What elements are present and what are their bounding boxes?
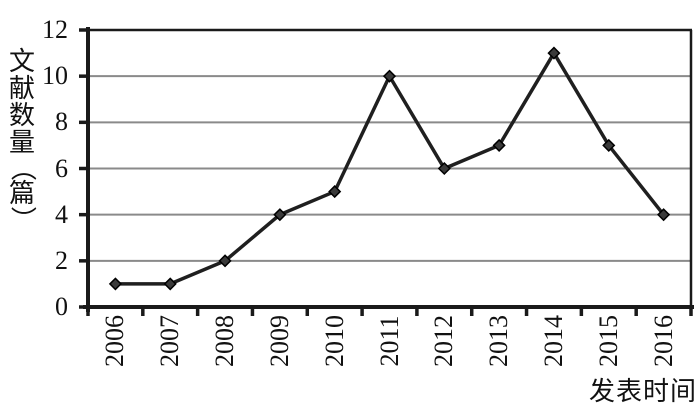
y-tick-label: 0: [55, 292, 68, 321]
data-point-marker-2016: [657, 208, 671, 222]
y-tick-label: 10: [42, 61, 68, 91]
x-axis-title: 发表时间: [588, 377, 697, 406]
data-point-marker-2011: [382, 69, 397, 83]
y-tick-label: 2: [55, 245, 68, 275]
x-tick-label: 2013: [484, 315, 514, 367]
data-point-marker-2006: [108, 277, 122, 291]
data-point-marker-2007: [163, 277, 177, 291]
x-tick-label: 2011: [374, 315, 404, 367]
y-axis-title-char: 篇: [8, 179, 35, 208]
x-tick-label: 2009: [264, 315, 294, 367]
y-axis-title-char: 量: [8, 128, 35, 157]
x-tick-label: 2007: [155, 315, 185, 367]
y-axis-title-char: 数: [8, 101, 35, 130]
x-tick-label: 2015: [593, 315, 623, 367]
data-point-marker-2015: [602, 138, 616, 152]
x-tick-label: 2012: [429, 315, 459, 367]
x-tick-label: 2008: [210, 315, 240, 367]
data-point-marker-2010: [328, 185, 342, 199]
data-point-marker-2012: [437, 161, 451, 176]
y-tick-label: 4: [55, 199, 68, 229]
y-axis-title-char: 献: [8, 74, 35, 103]
x-tick-label: 2016: [648, 315, 678, 367]
x-tick-label: 2006: [100, 315, 130, 367]
y-tick-label: 6: [55, 153, 68, 183]
x-tick-label: 2010: [319, 315, 349, 367]
x-tick-label: 2014: [538, 315, 568, 367]
y-tick-label: 8: [55, 107, 68, 137]
data-point-marker-2009: [273, 208, 287, 222]
y-axis-title: 文献数量（篇）: [5, 47, 39, 232]
data-point-marker-2014: [547, 46, 561, 60]
data-point-marker-2013: [492, 138, 506, 152]
y-axis-title-char: 文: [8, 47, 35, 76]
y-tick-label: 12: [42, 15, 68, 44]
data-point-marker-2008: [218, 254, 232, 268]
